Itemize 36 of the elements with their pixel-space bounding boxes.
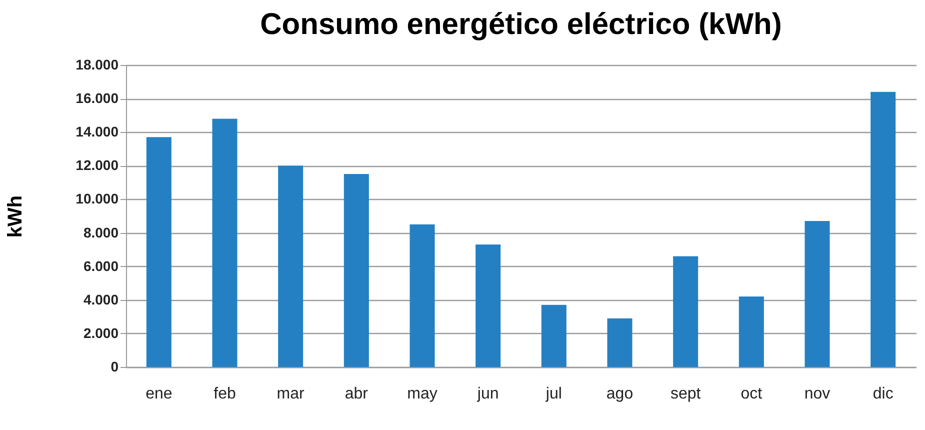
x-tick-label: jun (476, 386, 499, 402)
y-tick-label: 14.000 (76, 124, 119, 140)
x-tick-label: dic (872, 386, 894, 402)
bar (278, 166, 304, 367)
x-tick-label: jul (544, 386, 562, 402)
x-tick-label: ene (146, 386, 172, 402)
y-tick-label: 0 (110, 358, 119, 374)
x-tick-label: feb (214, 386, 236, 402)
y-tick-label: 10.000 (76, 190, 119, 207)
bar (607, 318, 632, 367)
bar (344, 174, 369, 367)
x-tick-label: mar (276, 386, 306, 402)
y-tick-label: 12.000 (76, 157, 119, 174)
x-tick-label: ago (606, 386, 634, 402)
bar (212, 118, 238, 367)
y-tick-label: 8.000 (83, 224, 119, 240)
y-tick-label: 6.000 (83, 258, 119, 274)
x-tick-label: sept (670, 386, 702, 402)
x-tick-label: abr (344, 386, 369, 402)
x-tick-label: nov (804, 386, 830, 402)
chart-title: Consumo energético eléctrico (kWh) (260, 8, 782, 41)
x-tick-label: oct (740, 386, 763, 402)
bar (804, 221, 830, 367)
y-tick-label: 2.000 (83, 324, 119, 341)
bar (541, 304, 566, 367)
bar (476, 244, 501, 367)
bar (738, 296, 764, 367)
y-tick-label: 16.000 (76, 90, 119, 106)
bar (673, 256, 698, 367)
y-tick-label: 4.000 (83, 291, 119, 308)
x-tick-label: may (407, 386, 438, 402)
y-tick-label: 18.000 (76, 56, 119, 72)
bar (410, 224, 435, 367)
bar (146, 137, 172, 367)
bar (870, 92, 896, 367)
y-axis-title: kWh (4, 195, 27, 238)
